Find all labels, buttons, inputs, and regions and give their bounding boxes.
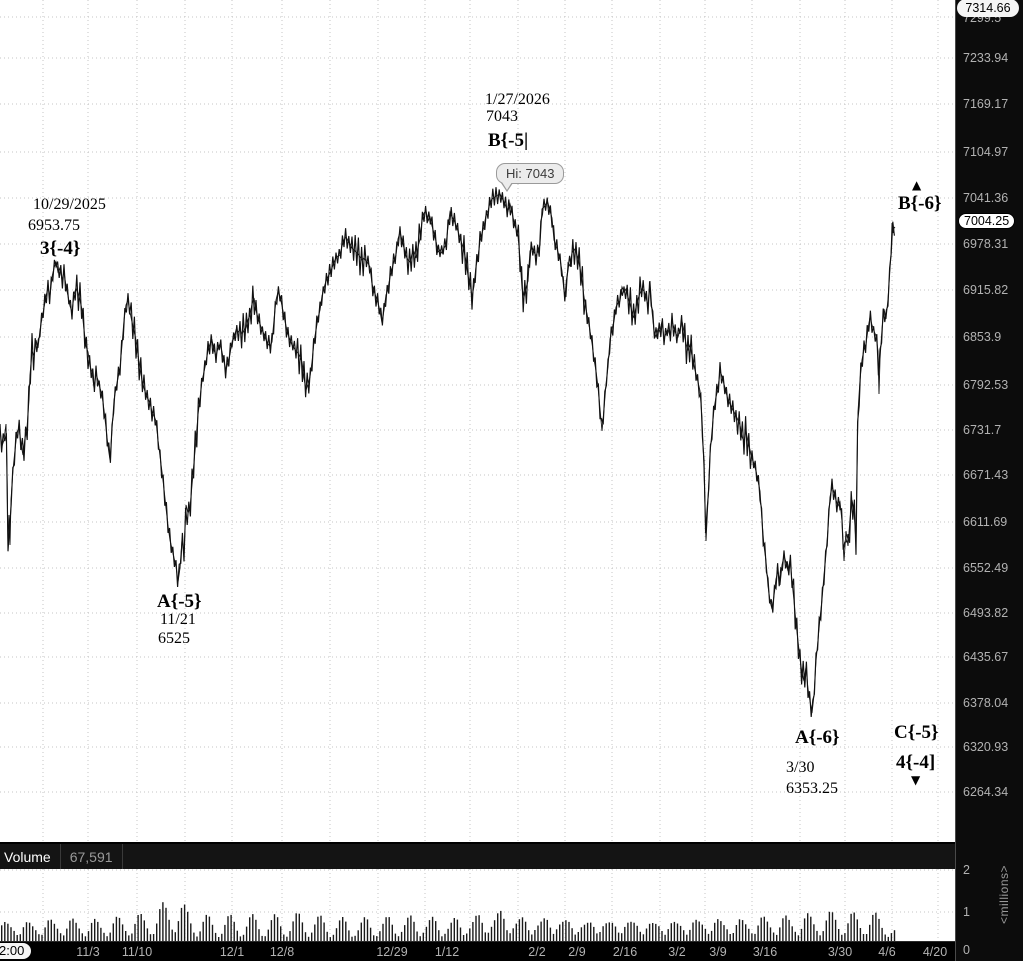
wave-b-6[interactable]: B{-6}: [898, 193, 942, 214]
date-11-21[interactable]: 11/21: [160, 611, 196, 628]
legend-divider: [121, 844, 123, 869]
time-tick-label: 11/10: [121, 945, 153, 959]
date-10-29[interactable]: 10/29/2025: [33, 196, 106, 213]
time-tick-label: 4/20: [922, 945, 948, 959]
price-tick-label: 6915.82: [963, 283, 1009, 297]
price-tick-label: 6320.93: [963, 740, 1009, 754]
time-axis[interactable]: 2:00 11/3 11/10 12/1 12/8 12/29 1/12 2/2 2/9 2/16…: [0, 941, 955, 961]
price-6953[interactable]: 6953.75: [28, 217, 80, 234]
price-series-bars: [0, 187, 895, 718]
volume-legend-title[interactable]: Volume: [4, 848, 51, 865]
price-tick-label: 6731.7: [963, 423, 1002, 437]
time-tick-label: 12/1: [219, 945, 245, 959]
wave-4-4[interactable]: 4{-4]: [896, 752, 936, 773]
legend-divider: [59, 844, 61, 869]
time-tick-label: 3/30: [827, 945, 853, 959]
price-tick-label: 6552.49: [963, 561, 1009, 575]
time-tick-label: 3/16: [752, 945, 778, 959]
price-tick-label: 6378.04: [963, 696, 1009, 710]
price-tick-label: 6978.31: [963, 237, 1009, 251]
time-tick-label: 3/2: [668, 945, 686, 959]
time-tick-label: 2/2: [528, 945, 546, 959]
wave-a-5[interactable]: A{-5}: [157, 591, 202, 612]
price-series-midline: [0, 193, 896, 714]
time-tick-label: 12/8: [269, 945, 295, 959]
wave-c-5[interactable]: C{-5}: [894, 722, 939, 743]
time-tick-label: 4/6: [878, 945, 896, 959]
time-tick-label: 1/12: [434, 945, 460, 959]
wave-a-6[interactable]: A{-6}: [795, 727, 840, 748]
price-tick-label: 6435.67: [963, 650, 1009, 664]
price-tick-label: 6671.43: [963, 468, 1009, 482]
last-price-label: 7004.25: [958, 213, 1016, 229]
price-tick-label: 6264.34: [963, 785, 1009, 799]
wave-b-5[interactable]: B{-5|: [488, 130, 529, 151]
price-tick-label: 6792.53: [963, 378, 1009, 392]
volume-tick-label: 0: [963, 943, 970, 957]
price-chart-pane[interactable]: 10/29/2025 6953.75 3{-4} A{-5} 11/21 6525 1/27…: [0, 0, 955, 842]
price-tick-label: 6493.82: [963, 606, 1009, 620]
date-1-27[interactable]: 1/27/2026: [485, 91, 550, 108]
down-triangle-marker[interactable]: ▼: [911, 773, 921, 787]
price-axis[interactable]: 7314.66 7299.5 7233.94 7169.17 7104.97 7041.3…: [955, 0, 1023, 961]
volume-unit-label: <millions>: [997, 864, 1011, 924]
grid: [0, 0, 955, 842]
price-tick-label: 6611.69: [963, 515, 1008, 529]
time-tick-label: 3/9: [709, 945, 727, 959]
time-tick-label: 2/9: [568, 945, 586, 959]
volume-tick-label: 2: [963, 863, 970, 877]
volume-pane[interactable]: [0, 869, 955, 941]
price-6353[interactable]: 6353.25: [786, 780, 838, 797]
price-tick-label: 6853.9: [963, 330, 1002, 344]
price-7043[interactable]: 7043: [486, 108, 518, 125]
volume-bars-canvas: [0, 869, 955, 941]
countdown-price-label: 7314.66: [957, 0, 1019, 17]
price-6525[interactable]: 6525: [158, 630, 190, 647]
time-tick-label: 11/3: [76, 945, 100, 959]
time-tick-label: 12/29: [376, 945, 408, 959]
volume-bars: [1, 902, 896, 941]
high-price-tooltip: Hi: 7043: [496, 163, 565, 192]
price-tick-label: 7104.97: [963, 145, 1009, 159]
time-tick-label: 2/16: [612, 945, 638, 959]
wave-3-4[interactable]: 3{-4}: [40, 238, 81, 259]
crosshair-time-label: 2:00: [0, 943, 32, 959]
volume-value: 67,591: [69, 848, 113, 865]
price-tick-label: 7041.36: [963, 191, 1009, 205]
price-tick-label: 7233.94: [963, 51, 1009, 65]
date-3-30[interactable]: 3/30: [786, 759, 815, 776]
price-series-canvas: [0, 0, 955, 842]
price-tick-label: 7169.17: [963, 97, 1009, 111]
volume-legend-bar: Volume 67,591: [0, 842, 955, 869]
volume-tick-label: 1: [963, 905, 970, 919]
up-triangle-marker[interactable]: ▲: [912, 178, 922, 192]
